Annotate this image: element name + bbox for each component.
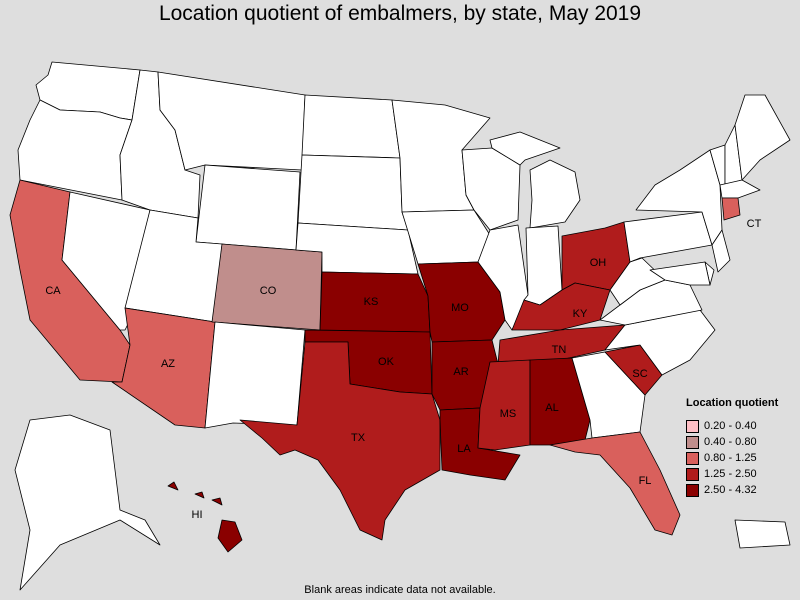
state-label-mo: MO	[451, 302, 469, 314]
state-label-al: AL	[545, 402, 558, 414]
state-pa[interactable]	[623, 211, 713, 263]
state-label-co: CO	[260, 285, 277, 297]
state-label-fl: FL	[639, 475, 652, 487]
state-label-ar: AR	[453, 366, 468, 378]
state-label-ok: OK	[378, 356, 395, 368]
state-me[interactable]	[734, 94, 791, 181]
state-sd[interactable]	[297, 154, 409, 231]
state-label-hi: HI	[192, 509, 203, 521]
state-label-ca: CA	[45, 285, 61, 297]
state-ma[interactable]	[719, 179, 761, 199]
state-ct[interactable]	[721, 197, 741, 221]
state-nd[interactable]	[301, 94, 401, 159]
legend-label: 2.50 - 4.32	[704, 484, 757, 496]
state-in[interactable]	[523, 225, 563, 306]
state-label-ms: MS	[500, 408, 517, 420]
state-wy[interactable]	[195, 164, 301, 251]
legend-swatch	[686, 467, 699, 481]
state-label-la: LA	[457, 443, 471, 455]
state-label-tn: TN	[552, 344, 567, 356]
state-label-tx: TX	[351, 432, 366, 444]
state-mi-up[interactable]	[489, 131, 561, 166]
footnote: Blank areas indicate data not available.	[304, 584, 496, 596]
state-ky[interactable]	[511, 282, 611, 331]
legend-swatch	[686, 451, 699, 465]
state-fl[interactable]	[549, 431, 681, 536]
legend-swatch	[686, 435, 699, 449]
state-label-ct: CT	[747, 218, 762, 230]
legend: Location quotient 0.20 - 0.40 0.40 - 0.80…	[686, 397, 778, 498]
state-label-ks: KS	[364, 296, 379, 308]
legend-label: 0.80 - 1.25	[704, 452, 757, 464]
legend-item: 0.40 - 0.80	[686, 434, 778, 450]
legend-item: 1.25 - 2.50	[686, 466, 778, 482]
legend-item: 0.80 - 1.25	[686, 450, 778, 466]
state-nj[interactable]	[711, 229, 731, 273]
legend-label: 0.20 - 0.40	[704, 420, 757, 432]
state-ia[interactable]	[401, 209, 491, 265]
map-title: Location quotient of embalmers, by state…	[158, 2, 642, 25]
state-md[interactable]	[649, 261, 711, 286]
legend-swatch	[686, 419, 699, 433]
state-hi[interactable]	[167, 481, 243, 553]
state-label-oh: OH	[590, 257, 607, 269]
legend-title: Location quotient	[686, 397, 779, 409]
state-nm[interactable]	[204, 321, 306, 429]
state-ak[interactable]	[14, 414, 161, 591]
legend-item: 0.20 - 0.40	[686, 418, 778, 434]
state-label-sc: SC	[632, 368, 647, 380]
state-tx[interactable]	[239, 341, 441, 541]
state-label-ky: KY	[573, 308, 588, 320]
legend-label: 0.40 - 0.80	[704, 436, 757, 448]
legend-swatch	[686, 483, 699, 497]
legend-label: 1.25 - 2.50	[704, 468, 757, 480]
state-il[interactable]	[477, 224, 529, 331]
state-label-az: AZ	[161, 358, 175, 370]
legend-item: 2.50 - 4.32	[686, 482, 778, 498]
state-pr[interactable]	[734, 519, 791, 549]
state-mi[interactable]	[529, 159, 581, 229]
